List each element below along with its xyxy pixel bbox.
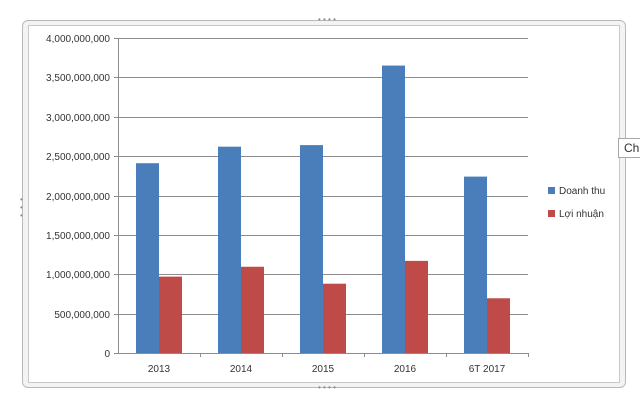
bar-loi-nhuan: [323, 283, 346, 353]
chart-tooltip: Ch: [618, 138, 640, 158]
y-tick-label: 1,000,000,000: [46, 270, 110, 281]
bar-doanh-thu: [300, 145, 323, 353]
bar-doanh-thu: [382, 65, 405, 353]
resize-handle-top[interactable]: • • • •: [318, 15, 336, 24]
x-tick-label: 6T 2017: [469, 364, 506, 375]
bar-loi-nhuan: [405, 260, 428, 353]
y-tick-label: 2,500,000,000: [46, 152, 110, 163]
y-tick-label: 3,000,000,000: [46, 113, 110, 124]
legend: Doanh thu Lợi nhuận: [548, 186, 605, 220]
resize-handle-left[interactable]: • • •: [20, 195, 23, 220]
y-tick-label: 1,500,000,000: [46, 231, 110, 242]
x-tick-label: 2013: [148, 364, 171, 375]
x-tick-label: 2016: [394, 364, 417, 375]
bar-loi-nhuan: [159, 276, 182, 353]
bar-loi-nhuan: [487, 298, 510, 353]
bar-doanh-thu: [136, 163, 159, 353]
x-tick-label: 2015: [312, 364, 335, 375]
bar-doanh-thu: [464, 176, 487, 353]
y-tick-label: 2,000,000,000: [46, 192, 110, 203]
resize-handle-bottom[interactable]: • • • •: [318, 383, 336, 392]
bar-loi-nhuan: [241, 266, 264, 353]
bar-doanh-thu: [218, 146, 241, 353]
tick-labels: 0 500,000,000 1,000,000,000 1,500,000,000 2,…: [46, 34, 506, 375]
bars: [136, 65, 510, 353]
legend-label: Doanh thu: [559, 186, 605, 197]
y-tick-label: 500,000,000: [54, 310, 110, 321]
legend-swatch: [548, 187, 555, 194]
axes: [114, 38, 529, 357]
y-tick-label: 4,000,000,000: [46, 34, 110, 45]
x-tick-label: 2014: [230, 364, 253, 375]
legend-label: Lợi nhuận: [559, 209, 604, 220]
y-tick-label: 3,500,000,000: [46, 73, 110, 84]
y-tick-label: 0: [104, 349, 110, 360]
legend-swatch: [548, 210, 555, 217]
